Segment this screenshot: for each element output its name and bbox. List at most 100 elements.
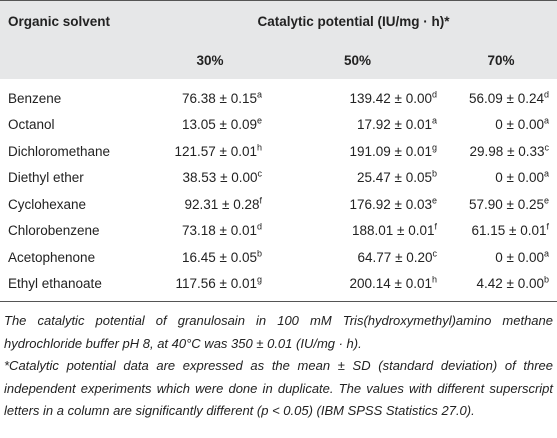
cell-value: 16.45 ± 0.05 (182, 249, 257, 265)
table-cell: 121.57 ± 0.01h (150, 138, 270, 165)
table-cell: 200.14 ± 0.01h (270, 271, 445, 302)
header-row: Organic solvent Catalytic potential (IU/… (0, 0, 557, 41)
significance-letter: g (256, 274, 262, 285)
column-header: 70% (487, 52, 515, 68)
footnote: *Catalytic potential data are expressed … (4, 358, 553, 418)
table-cell: 29.98 ± 0.33c (445, 138, 557, 165)
table-cell: 76.38 ± 0.15a (150, 79, 270, 112)
cell-value: 64.77 ± 0.20 (357, 249, 433, 265)
row-label: Ethyl ethanoate (8, 276, 102, 292)
table-cell: 73.18 ± 0.01d (150, 218, 270, 245)
table-row: Diethyl ether 38.53 ± 0.00c 25.47 ± 0.05b 0… (0, 165, 557, 192)
footnotes: The catalytic potential of granulosain i… (0, 302, 557, 423)
cell-value: 121.57 ± 0.01 (174, 143, 257, 159)
table-cell: 13.05 ± 0.09e (150, 112, 270, 139)
cell-value: 25.47 ± 0.05 (357, 170, 432, 186)
row-label: Diethyl ether (8, 170, 84, 186)
cell-value: 0 ± 0.00 (495, 170, 544, 186)
significance-letter: h (431, 274, 437, 285)
row-label: Acetophenone (8, 249, 96, 265)
table-cell: 4.42 ± 0.00b (445, 271, 557, 302)
significance-letter: f (434, 221, 437, 232)
significance-letter: a (256, 89, 262, 100)
cell-value: 139.42 ± 0.00 (349, 90, 432, 106)
table-row: Acetophenone 16.45 ± 0.05b 64.77 ± 0.20c 0 … (0, 244, 557, 271)
significance-letter: e (256, 115, 262, 126)
cell-value: 17.92 ± 0.01 (357, 117, 432, 133)
significance-letter: f (546, 221, 549, 232)
table-cell: 38.53 ± 0.00c (150, 165, 270, 192)
column-header: 30% (196, 52, 224, 68)
significance-letter: c (257, 168, 263, 179)
table-row: Octanol 13.05 ± 0.09e 17.92 ± 0.01a 0 ± 0.0… (0, 112, 557, 139)
cell-value: 13.05 ± 0.09 (182, 117, 257, 133)
significance-letter: f (259, 195, 262, 206)
table-row: Chlorobenzene 73.18 ± 0.01d 188.01 ± 0.01f… (0, 218, 557, 245)
data-table: Organic solvent Catalytic potential (IU/… (0, 0, 557, 302)
significance-letter: c (432, 248, 438, 259)
group-header: Catalytic potential (IU/mg · h)* (257, 13, 450, 29)
significance-letter: a (431, 115, 437, 126)
table-cell: 17.92 ± 0.01a (270, 112, 445, 139)
cell-value: 76.38 ± 0.15 (182, 90, 257, 106)
cell-value: 38.53 ± 0.00 (182, 170, 258, 186)
empty-header (0, 41, 150, 79)
table-cell: 0 ± 0.00a (445, 244, 557, 271)
significance-letter: h (256, 142, 262, 153)
table-row: Ethyl ethanoate 117.56 ± 0.01g 200.14 ± 0.… (0, 271, 557, 302)
significance-letter: a (543, 248, 549, 259)
cell-value: 117.56 ± 0.01 (175, 276, 257, 292)
significance-letter: c (544, 142, 550, 153)
cell-value: 188.01 ± 0.01 (352, 223, 435, 239)
table-row: Cyclohexane 92.31 ± 0.28f 176.92 ± 0.03e 57… (0, 191, 557, 218)
significance-letter: d (256, 221, 262, 232)
significance-letter: b (431, 168, 437, 179)
table-cell: 0 ± 0.00a (445, 165, 557, 192)
significance-letter: a (543, 168, 549, 179)
table-cell: 191.09 ± 0.01g (270, 138, 445, 165)
table-cell: 64.77 ± 0.20c (270, 244, 445, 271)
cell-value: 73.18 ± 0.01 (182, 223, 257, 239)
row-label: Cyclohexane (8, 196, 87, 212)
cell-value: 57.90 ± 0.25 (469, 196, 544, 212)
table-cell: 16.45 ± 0.05b (150, 244, 270, 271)
cell-value: 61.15 ± 0.01 (471, 223, 547, 239)
row-label: Dichloromethane (8, 143, 111, 159)
column-header: 50% (343, 52, 372, 68)
table-body: Benzene 76.38 ± 0.15a 139.42 ± 0.00d 56.09 … (0, 79, 557, 302)
cell-value: 56.09 ± 0.24 (469, 90, 544, 106)
table-row: Benzene 76.38 ± 0.15a 139.42 ± 0.00d 56.09 … (0, 79, 557, 112)
subheader-row: 30% 50% 70% (0, 41, 557, 79)
significance-letter: e (431, 195, 437, 206)
table-cell: 0 ± 0.00a (445, 112, 557, 139)
table-row: Dichloromethane 121.57 ± 0.01h 191.09 ± 0.… (0, 138, 557, 165)
significance-letter: d (543, 89, 549, 100)
significance-letter: b (256, 248, 262, 259)
column-header: Organic solvent (8, 13, 111, 29)
cell-value: 92.31 ± 0.28 (184, 196, 260, 212)
cell-value: 29.98 ± 0.33 (469, 143, 545, 159)
row-label: Chlorobenzene (8, 223, 100, 239)
cell-value: 0 ± 0.00 (495, 249, 544, 265)
cell-value: 176.92 ± 0.03 (349, 196, 432, 212)
significance-letter: g (431, 142, 437, 153)
significance-letter: b (543, 274, 549, 285)
footnote: The catalytic potential of granulosain i… (4, 313, 553, 351)
cell-value: 191.09 ± 0.01 (349, 143, 432, 159)
significance-letter: e (543, 195, 549, 206)
table-cell: 57.90 ± 0.25e (445, 191, 557, 218)
table-cell: 188.01 ± 0.01f (270, 218, 445, 245)
table-cell: 176.92 ± 0.03e (270, 191, 445, 218)
row-label: Octanol (8, 117, 55, 133)
table-cell: 117.56 ± 0.01g (150, 271, 270, 302)
cell-value: 0 ± 0.00 (495, 117, 544, 133)
row-label: Benzene (8, 90, 62, 106)
significance-letter: d (431, 89, 437, 100)
significance-letter: a (543, 115, 549, 126)
table-cell: 56.09 ± 0.24d (445, 79, 557, 112)
table-cell: 139.42 ± 0.00d (270, 79, 445, 112)
cell-value: 200.14 ± 0.01 (349, 276, 432, 292)
table-cell: 92.31 ± 0.28f (150, 191, 270, 218)
cell-value: 4.42 ± 0.00 (476, 276, 544, 292)
